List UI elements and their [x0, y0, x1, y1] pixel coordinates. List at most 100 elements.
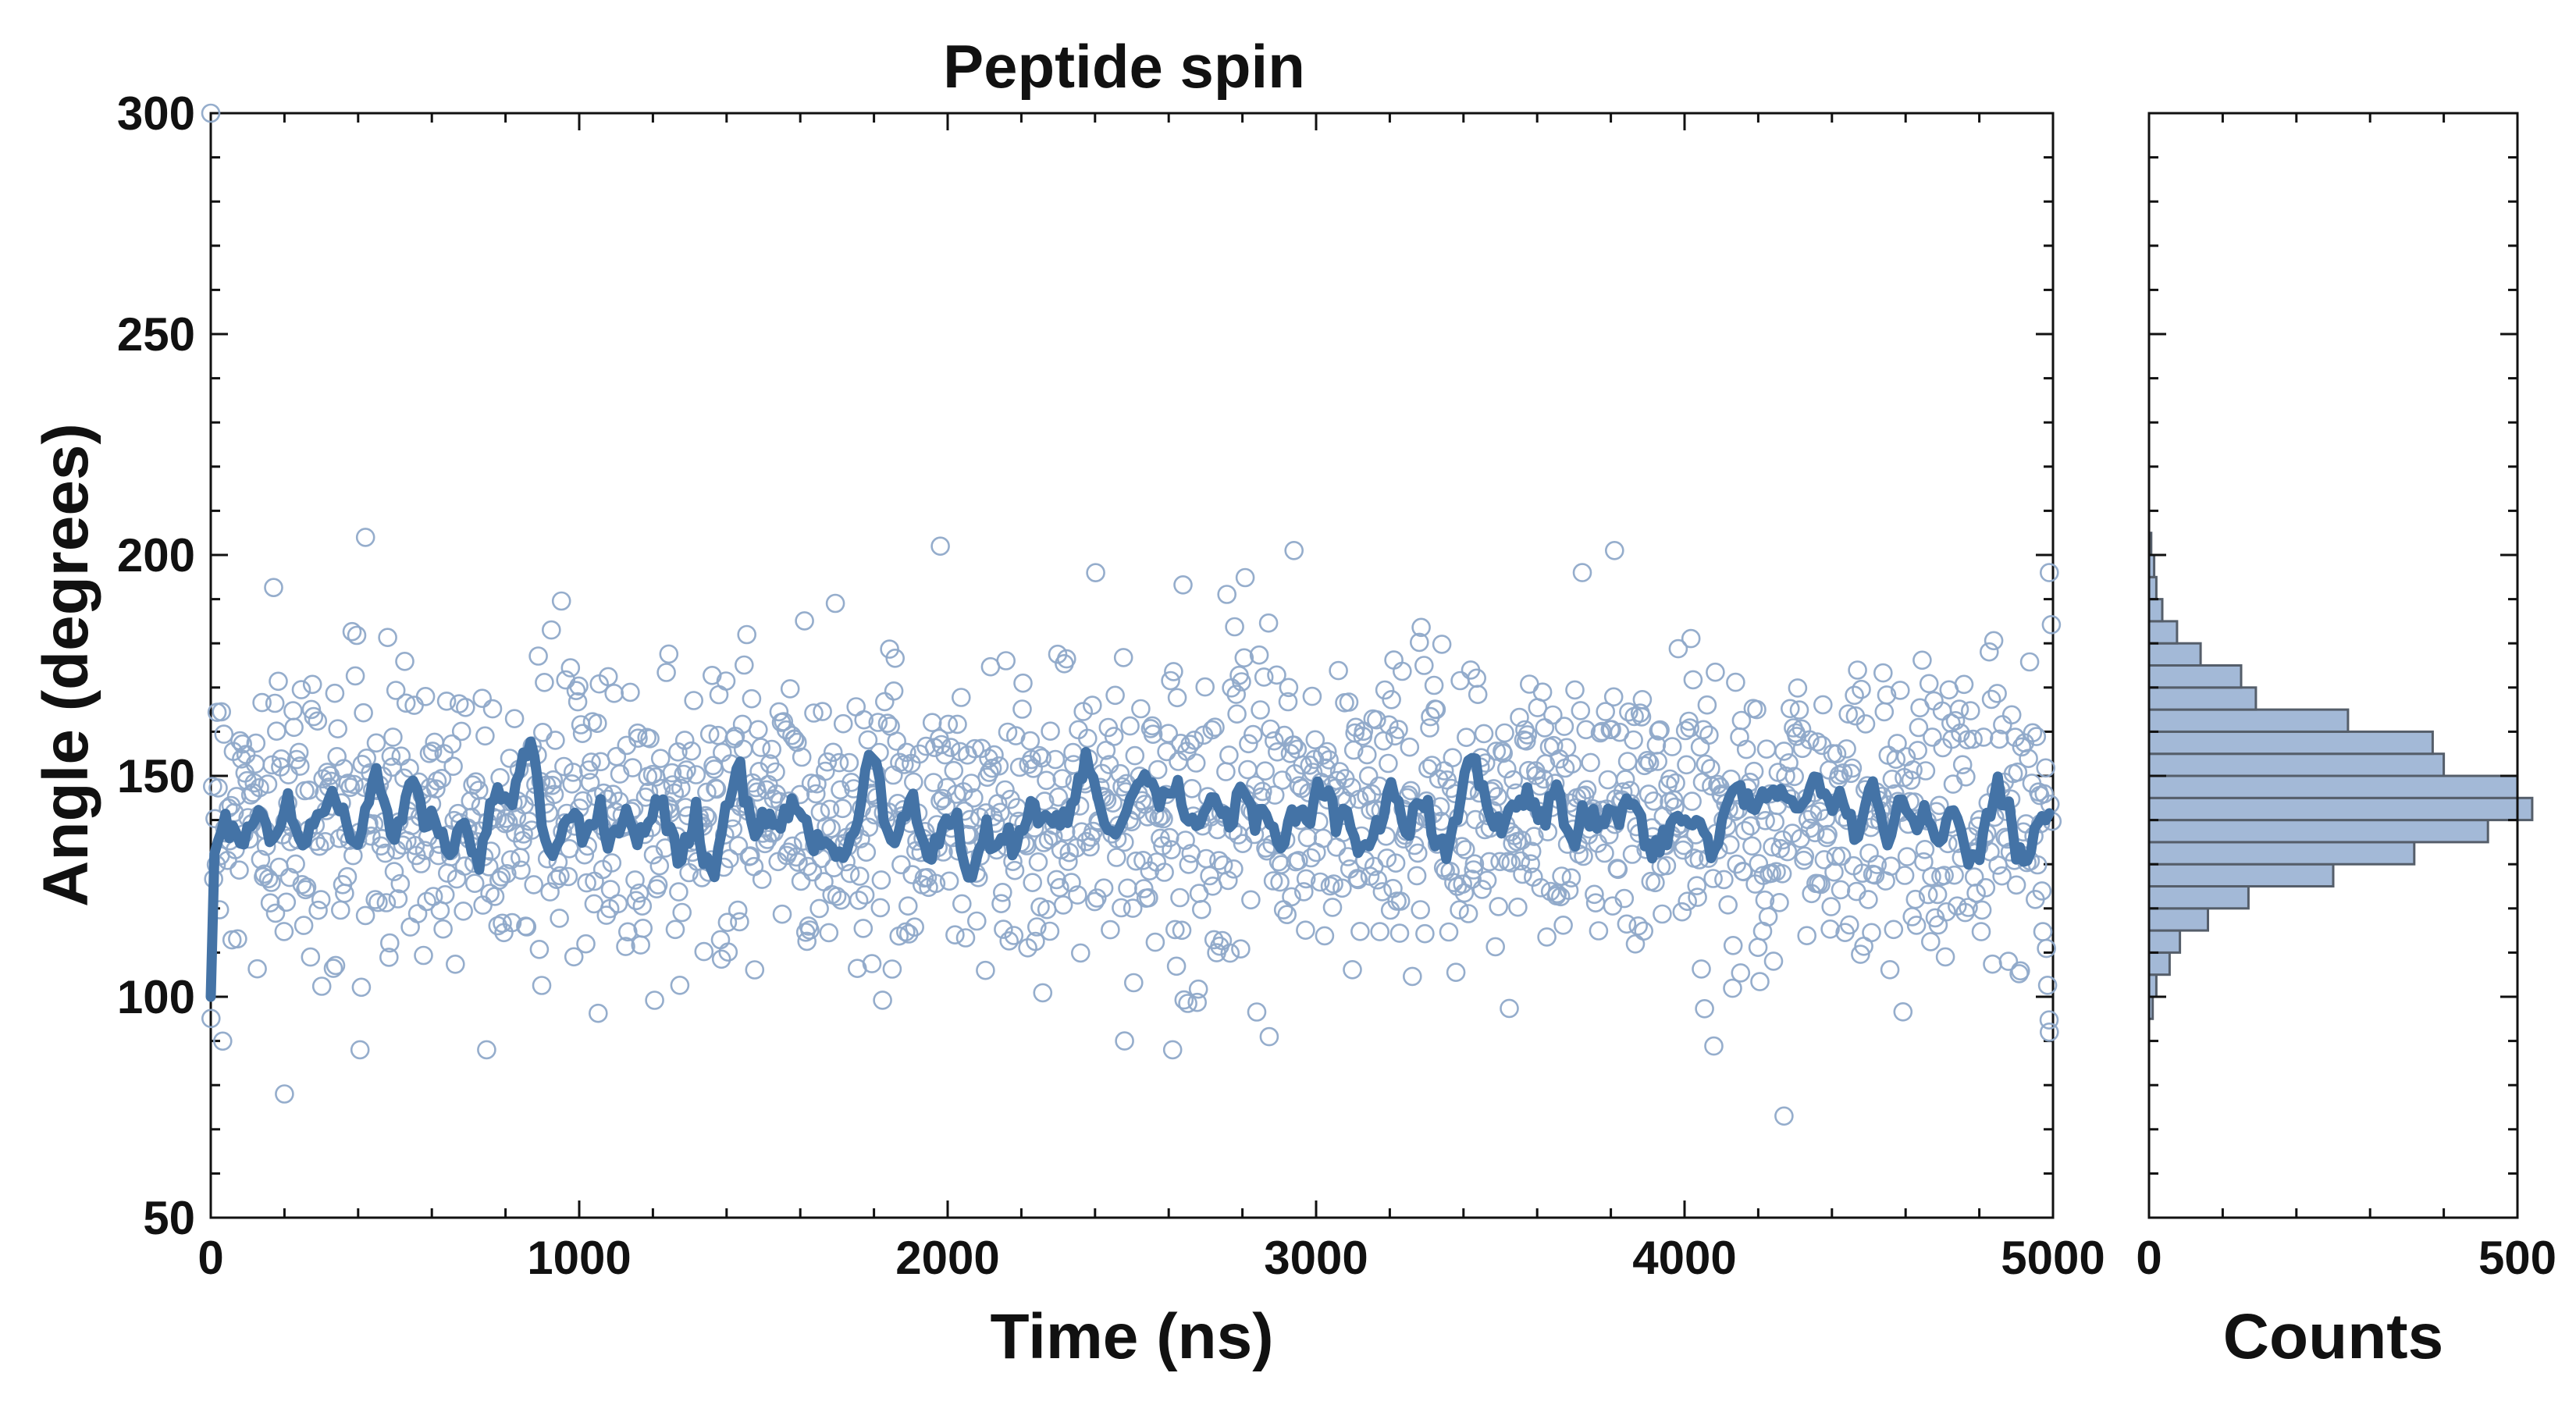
scatter-point — [672, 902, 692, 923]
scatter-point — [480, 884, 500, 903]
scatter-point — [436, 691, 457, 711]
scatter-point — [706, 779, 727, 799]
scatter-point — [1774, 742, 1794, 761]
scatter-point — [286, 854, 305, 874]
scatter-point — [1656, 855, 1677, 876]
scatter-point — [366, 733, 386, 753]
scatter-point — [1134, 879, 1154, 898]
scatter-point — [1723, 936, 1743, 955]
scatter-point — [674, 764, 694, 784]
histogram-bar — [2147, 863, 2335, 887]
scatter-point — [1921, 932, 1941, 951]
scatter-point — [1162, 1040, 1183, 1060]
scatter-point — [1272, 855, 1291, 874]
scatter-point — [550, 866, 570, 886]
scatter-point — [1884, 919, 1904, 940]
scatter-point — [1674, 835, 1694, 855]
scatter-point — [1178, 994, 1197, 1013]
scatter-point — [855, 885, 875, 905]
scatter-point — [1368, 870, 1388, 890]
scatter-point — [1477, 870, 1497, 891]
scatter-point — [1956, 767, 1976, 787]
scatter-point — [955, 928, 976, 948]
scatter-point — [806, 784, 826, 804]
scatter-point — [868, 713, 888, 732]
scatter-point — [1315, 926, 1335, 946]
scatter-point — [357, 748, 377, 768]
scatter-point — [1653, 904, 1672, 924]
scatter-point — [337, 866, 358, 887]
scatter-point — [582, 752, 601, 772]
scatter-point — [588, 1003, 608, 1023]
histogram-bar — [2147, 598, 2164, 623]
scatter-point — [1389, 720, 1408, 739]
scatter-point — [923, 773, 944, 792]
scatter-point — [326, 955, 346, 976]
scatter-point — [1004, 926, 1024, 945]
scatter-point — [1893, 1002, 1913, 1022]
scatter-point — [2019, 749, 2038, 769]
scatter-point — [1012, 699, 1032, 719]
scatter-point — [1706, 662, 1725, 682]
scatter-point — [1714, 870, 1734, 890]
scatter-point — [1165, 919, 1185, 940]
scatter-point — [2023, 723, 2043, 743]
histogram-bar — [2147, 951, 2171, 976]
scatter-point — [2037, 938, 2056, 959]
scatter-point — [1672, 902, 1692, 922]
scatter-point — [454, 902, 473, 921]
scatter-point — [233, 734, 253, 754]
scatter-point — [1375, 680, 1395, 700]
scatter-point — [1045, 749, 1066, 770]
scatter-point — [1158, 724, 1178, 744]
scatter-point — [1343, 960, 1362, 980]
scatter-point — [1047, 870, 1066, 890]
scatter-point — [415, 686, 436, 706]
scatter-point — [1161, 670, 1180, 691]
scatter-point — [1574, 846, 1593, 866]
scatter-point — [1329, 660, 1348, 681]
scatter-point — [1952, 755, 1973, 775]
scatter-point — [1851, 944, 1870, 964]
scatter-point — [309, 836, 329, 856]
scatter-point — [258, 869, 279, 888]
scatter-point — [1166, 956, 1187, 976]
scatter-point — [633, 919, 653, 938]
scatter-point — [670, 976, 690, 995]
scatter-point — [1101, 919, 1120, 940]
scatter-point — [463, 775, 482, 795]
scatter-point — [1123, 898, 1143, 918]
scatter-point — [1071, 943, 1091, 963]
scatter-point — [1980, 642, 1999, 662]
scatter-point — [1916, 761, 1936, 781]
scatter-point — [1028, 852, 1048, 872]
scatter-point — [2036, 758, 2055, 778]
scatter-point — [694, 941, 714, 962]
x-tick-label-1000: 1000 — [527, 1232, 631, 1284]
scatter-point — [455, 697, 475, 717]
scatter-point — [734, 655, 754, 675]
scatter-point — [766, 762, 785, 782]
scatter-point — [1443, 748, 1463, 768]
scatter-point — [1682, 791, 1702, 811]
scatter-point — [1756, 811, 1775, 831]
scatter-point — [1776, 766, 1795, 786]
scatter-point — [877, 713, 898, 734]
scatter-point — [1577, 780, 1597, 800]
scatter-point — [663, 775, 683, 795]
scatter-point — [1571, 701, 1591, 720]
scatter-point — [1695, 754, 1716, 774]
scatter-point — [629, 883, 649, 903]
scatter-point — [1886, 749, 1906, 770]
scatter-point — [873, 991, 892, 1010]
scatter-point — [1155, 863, 1174, 882]
x-axis-label: Time (ns) — [991, 1301, 1274, 1372]
scatter-point — [1615, 770, 1635, 789]
scatter-point — [566, 681, 586, 701]
scatter-point — [414, 945, 433, 966]
scatter-point — [1444, 873, 1464, 892]
scatter-point — [524, 875, 544, 895]
scatter-point — [1048, 787, 1069, 807]
scatter-point — [797, 931, 817, 951]
scatter-point — [1852, 863, 1873, 883]
